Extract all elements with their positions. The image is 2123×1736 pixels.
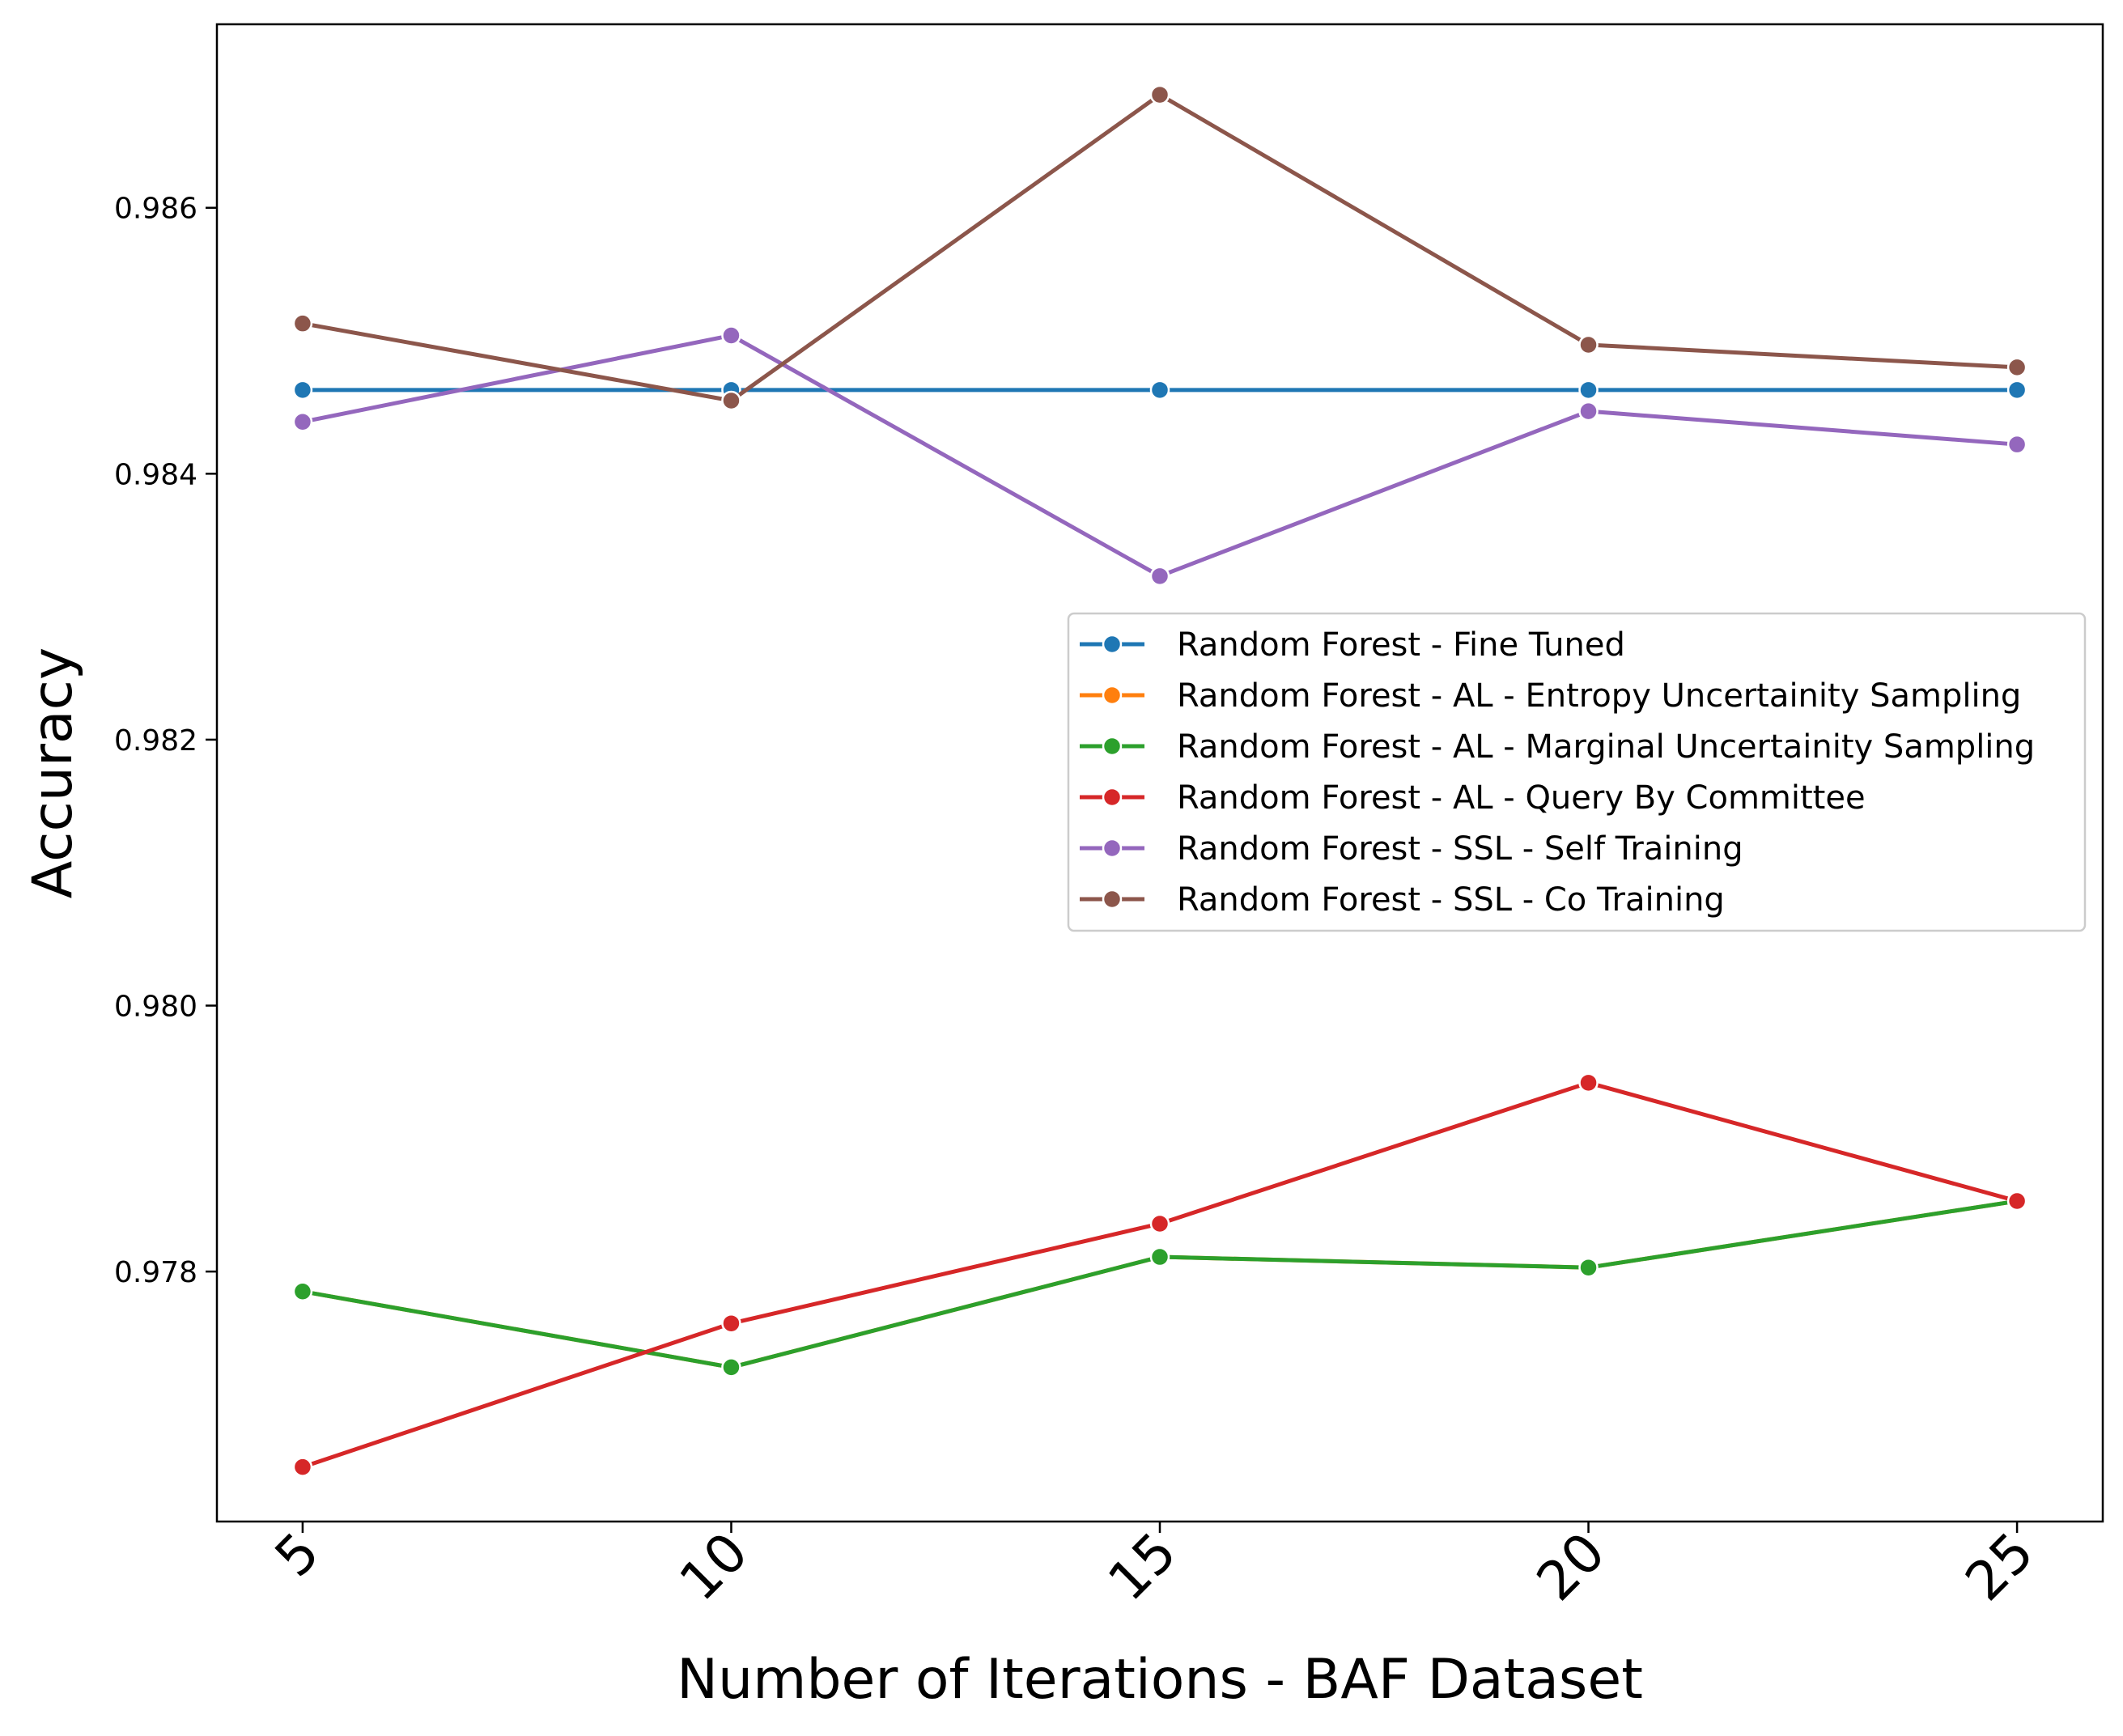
x-axis-title: Number of Iterations - BAF Dataset (677, 1648, 1643, 1712)
legend-entry: Random Forest - AL - Marginal Uncertaini… (1177, 728, 2035, 766)
data-point (1578, 380, 1599, 401)
data-point (2006, 357, 2027, 378)
legend-entry: Random Forest - AL - Query By Committee (1177, 779, 1866, 817)
data-point (721, 1313, 741, 1334)
legend-marker (1102, 838, 1123, 859)
data-point (1578, 1072, 1599, 1093)
y-tick-label: 0.980 (114, 991, 197, 1024)
legend: Random Forest - Fine Tuned Random Forest … (1067, 612, 2087, 932)
y-tick-label: 0.986 (114, 193, 197, 226)
data-point (721, 390, 741, 411)
legend-box (1067, 612, 2087, 932)
data-point (1149, 1246, 1170, 1267)
legend-entry: Random Forest - SSL - Self Training (1177, 830, 1743, 868)
legend-marker (1102, 787, 1123, 808)
plot-marks (292, 84, 2027, 1477)
data-point (1149, 84, 1170, 105)
data-point (1578, 334, 1599, 355)
data-point (721, 1357, 741, 1377)
legend-marker (1102, 634, 1123, 655)
legend-entry: Random Forest - SSL - Co Training (1177, 881, 1725, 919)
y-tick-label: 0.984 (114, 458, 197, 491)
series-4 (292, 1072, 2027, 1477)
data-point (1578, 1257, 1599, 1278)
data-point (2006, 1191, 2027, 1212)
data-point (292, 380, 313, 401)
data-point (292, 1281, 313, 1302)
legend-marker (1102, 685, 1123, 706)
legend-marker (1102, 736, 1123, 757)
y-axis-title: Accuracy (21, 647, 85, 898)
data-point (1149, 1213, 1170, 1234)
data-point (292, 1457, 313, 1477)
series-1 (292, 380, 2027, 401)
series-6 (292, 84, 2027, 411)
series-5 (292, 325, 2027, 587)
data-point (292, 412, 313, 432)
y-tick-label: 0.982 (114, 724, 197, 758)
data-point (292, 313, 313, 333)
data-point (721, 325, 741, 346)
data-point (2006, 434, 2027, 455)
data-point (2006, 380, 2027, 401)
legend-marker (1102, 889, 1123, 910)
data-point (1578, 401, 1599, 422)
data-point (1149, 380, 1170, 401)
legend-entry: Random Forest - AL - Entropy Uncertainit… (1177, 677, 2021, 715)
legend-entry: Random Forest - Fine Tuned (1177, 626, 1625, 664)
data-point (1149, 566, 1170, 587)
y-tick-label: 0.978 (114, 1256, 197, 1289)
